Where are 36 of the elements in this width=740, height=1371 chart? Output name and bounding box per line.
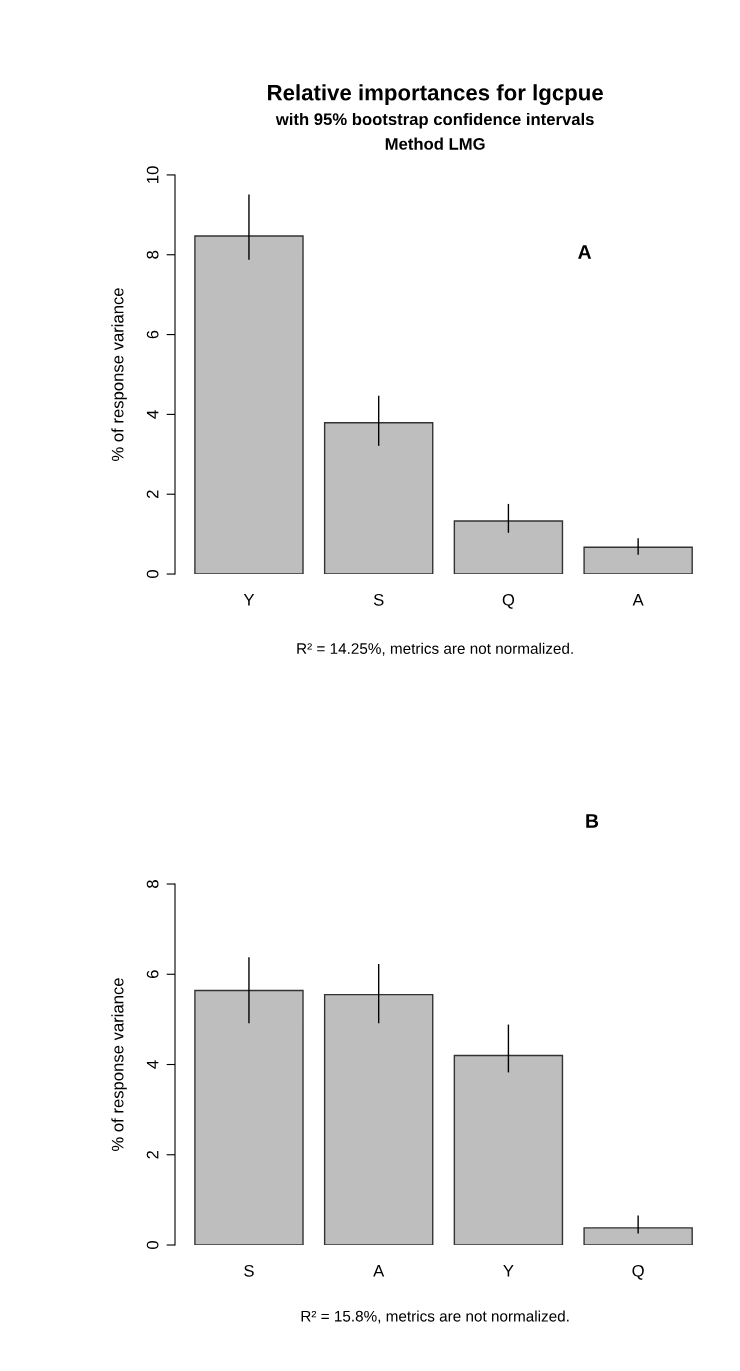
x-tick-label: Y	[243, 594, 255, 606]
bar	[194, 989, 304, 1246]
bar	[453, 520, 564, 575]
chart-title: Relative importances for lgcpue	[268, 84, 603, 106]
x-tick-label: Q	[502, 593, 515, 609]
y-tick-label: 4	[146, 410, 159, 419]
x-tick-label: Y	[503, 1265, 514, 1277]
annotation: A	[578, 245, 592, 259]
y-tick-label: 10	[146, 166, 159, 183]
y-tick-label: 0	[146, 570, 159, 579]
chart-subtitle: with 95% bootstrap confidence intervals	[275, 112, 594, 129]
bar	[323, 422, 434, 575]
x-tick-label: Q	[632, 1264, 644, 1280]
y-axis-title: % of response variance	[111, 288, 127, 461]
y-tick-label: 6	[146, 970, 159, 979]
bar	[323, 993, 434, 1246]
text: Method LMG	[385, 137, 485, 150]
y-tick-label: 2	[146, 1150, 159, 1159]
text: R² = 15.8%, metrics are not normalized.	[301, 1310, 569, 1324]
x-tick-label: A	[373, 1265, 385, 1277]
bar	[194, 235, 304, 575]
bar	[583, 1227, 693, 1246]
y-tick-label: 4	[146, 1060, 159, 1069]
x-tick-label: A	[632, 594, 644, 606]
y-tick-label: 6	[146, 330, 159, 339]
y-tick-label: 2	[146, 490, 159, 499]
x-tick-label: S	[373, 593, 384, 606]
y-tick-label: 0	[146, 1241, 159, 1249]
bar	[453, 1054, 564, 1246]
text: R² = 14.25%, metrics are not normalized.	[297, 642, 573, 656]
text: B	[586, 814, 599, 828]
x-tick-label: S	[244, 1264, 254, 1277]
y-axis-title: % of response variance	[111, 978, 127, 1151]
y-tick-label: 8	[146, 880, 159, 888]
bar	[583, 546, 693, 575]
y-tick-label: 8	[146, 250, 159, 259]
